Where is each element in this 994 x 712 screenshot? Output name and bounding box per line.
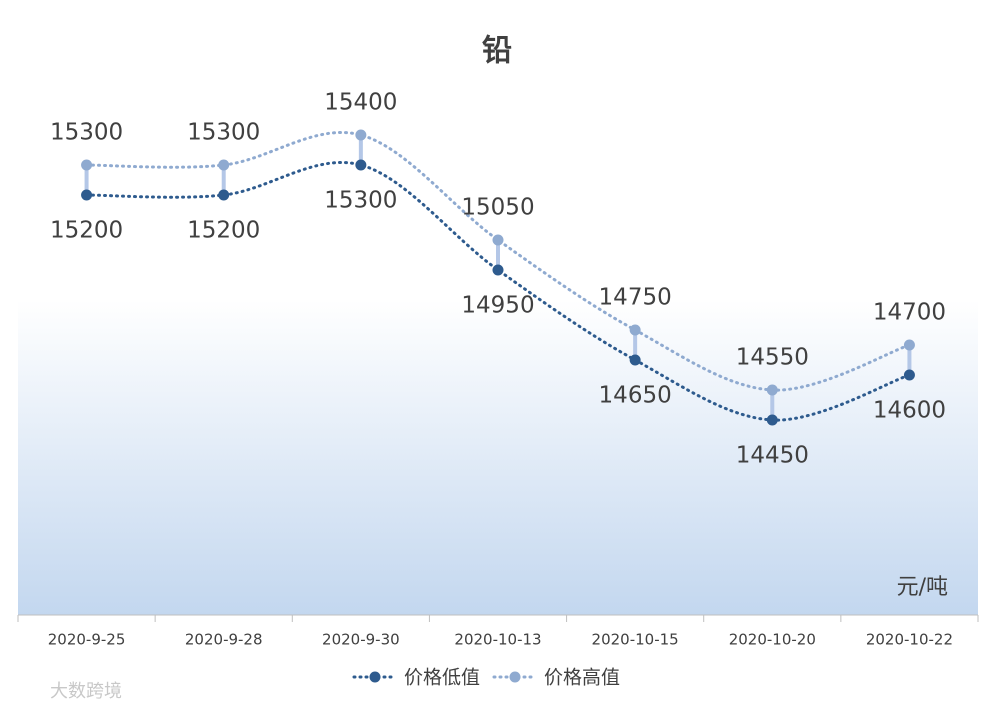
unit-label: 元/吨 (897, 575, 948, 600)
data-label: 14450 (736, 443, 809, 469)
point (218, 189, 230, 201)
watermark: 大数跨境 (50, 681, 122, 702)
data-label: 14950 (461, 293, 534, 319)
point (629, 354, 641, 366)
point (492, 264, 504, 276)
x-tick-label: 2020-9-28 (185, 631, 263, 649)
point (218, 159, 230, 171)
point (629, 324, 641, 336)
point (903, 369, 915, 381)
data-label: 15200 (50, 218, 123, 244)
legend-marker (369, 671, 381, 683)
x-tick-label: 2020-10-20 (729, 631, 816, 649)
point (81, 159, 93, 171)
x-tick-label: 2020-9-30 (322, 631, 400, 649)
x-tick-label: 2020-10-15 (592, 631, 679, 649)
data-label: 14600 (873, 398, 946, 424)
legend-label: 价格低值 (404, 667, 480, 689)
data-label: 15300 (187, 120, 260, 146)
point (81, 189, 93, 201)
plot-background (18, 300, 978, 615)
data-label: 15400 (324, 90, 397, 116)
data-label: 14650 (599, 383, 672, 409)
data-label: 14550 (736, 345, 809, 371)
data-label: 14750 (599, 285, 672, 311)
data-label: 15200 (187, 218, 260, 244)
data-label: 15050 (461, 195, 534, 221)
data-label: 15300 (50, 120, 123, 146)
data-label: 14700 (873, 300, 946, 326)
legend-marker (509, 671, 521, 683)
data-label: 15300 (324, 188, 397, 214)
x-tick-label: 2020-10-22 (866, 631, 953, 649)
point (492, 234, 504, 246)
point (903, 339, 915, 351)
point (355, 129, 367, 141)
point (766, 414, 778, 426)
point (766, 384, 778, 396)
point (355, 159, 367, 171)
chart-title: 铅 (482, 34, 512, 69)
x-tick-label: 2020-9-25 (48, 631, 126, 649)
x-tick-label: 2020-10-13 (454, 631, 541, 649)
legend-label: 价格高值 (544, 667, 620, 689)
